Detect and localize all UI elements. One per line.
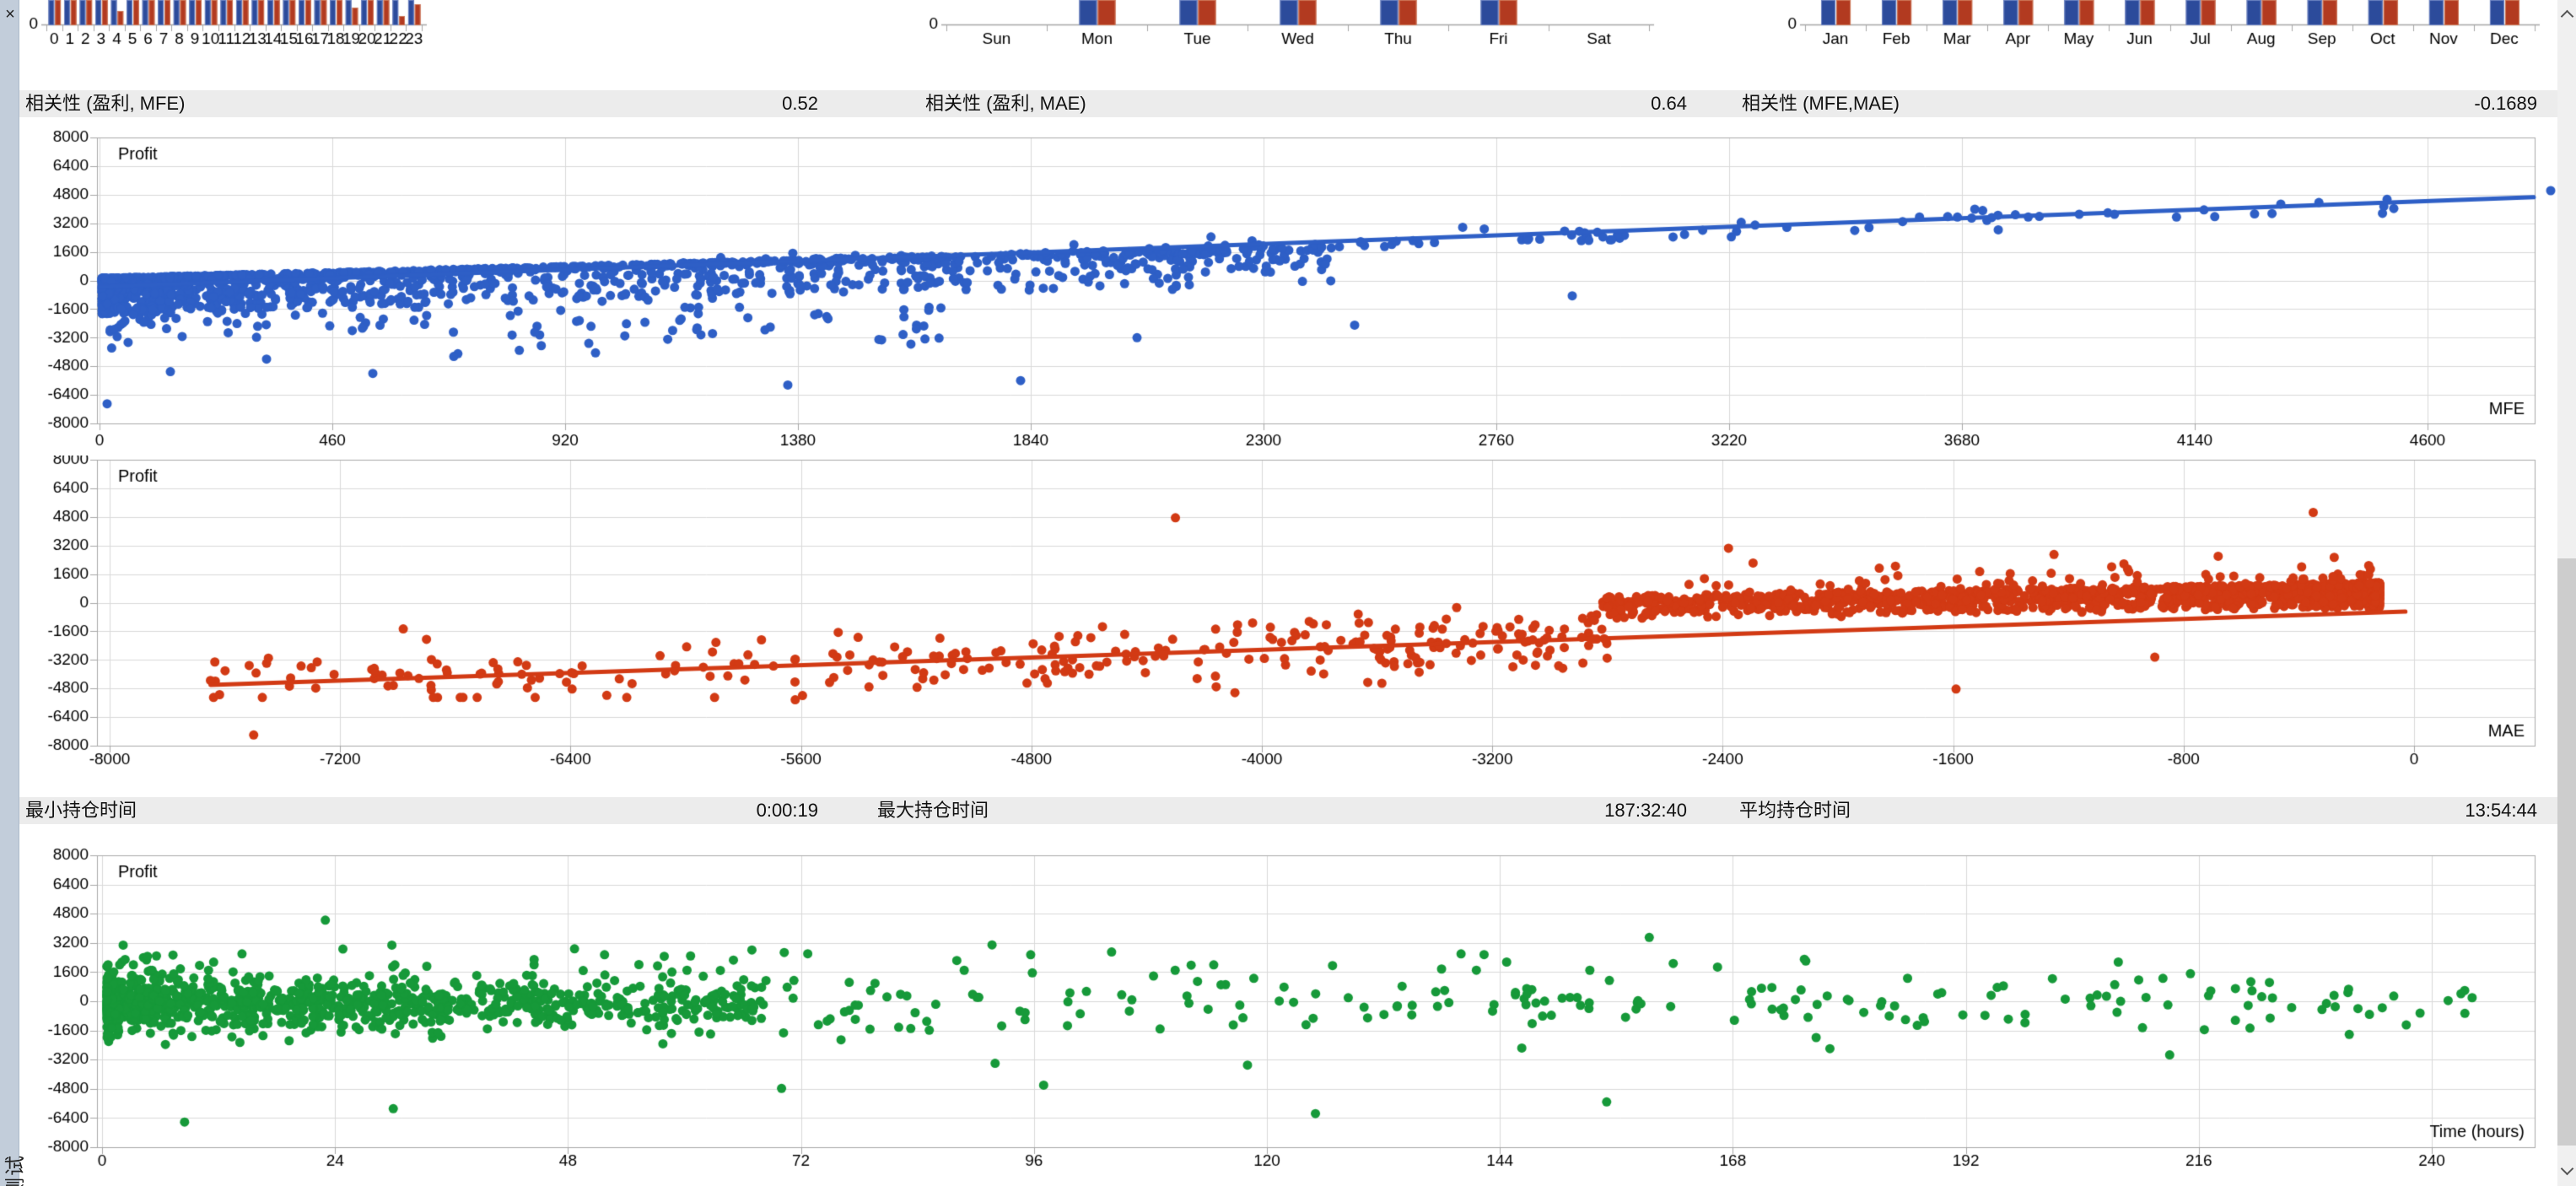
profit-histograms-canvas — [19, 0, 2557, 84]
close-icon[interactable]: × — [5, 5, 15, 24]
correlation-stats-row: 相关性 (盈利, MFE) 0.52 相关性 (盈利, MAE) 0.64 相关… — [19, 90, 2557, 117]
min-holding-time-value: 0:00:19 — [756, 800, 818, 821]
profit-vs-time-scatter-canvas — [19, 831, 2557, 1186]
correlation-mfe-mae-value: -0.1689 — [2474, 93, 2537, 114]
tab-backtest-vertical[interactable]: 测试 — [4, 1154, 27, 1186]
left-panel-strip: × 测试 — [0, 0, 27, 1186]
profit-vs-mfe-scatter-canvas — [19, 118, 2557, 456]
max-holding-time-label: 最大持仓时间 — [877, 800, 989, 821]
correlation-profit-mae-label: 相关性 (盈利, MAE) — [925, 93, 1086, 114]
correlation-profit-mae-value: 0.64 — [1651, 93, 1687, 114]
correlation-profit-mfe-value: 0.52 — [782, 93, 818, 114]
vertical-scrollbar[interactable] — [2557, 0, 2576, 1186]
max-holding-time-value: 187:32:40 — [1604, 800, 1687, 821]
scrollbar-thumb[interactable] — [2557, 558, 2576, 1146]
holding-time-stats-row: 最小持仓时间 0:00:19 最大持仓时间 187:32:40 平均持仓时间 1… — [19, 797, 2557, 824]
avg-holding-time-value: 13:54:44 — [2465, 800, 2537, 821]
scroll-down-icon[interactable] — [2560, 1162, 2574, 1176]
correlation-profit-mfe-label: 相关性 (盈利, MFE) — [25, 93, 186, 114]
scroll-up-icon[interactable] — [2560, 9, 2574, 24]
correlation-mfe-mae-label: 相关性 (MFE,MAE) — [1742, 93, 1900, 114]
profit-vs-mae-scatter-canvas — [19, 456, 2557, 793]
avg-holding-time-label: 平均持仓时间 — [1739, 800, 1851, 821]
min-holding-time-label: 最小持仓时间 — [25, 800, 137, 821]
